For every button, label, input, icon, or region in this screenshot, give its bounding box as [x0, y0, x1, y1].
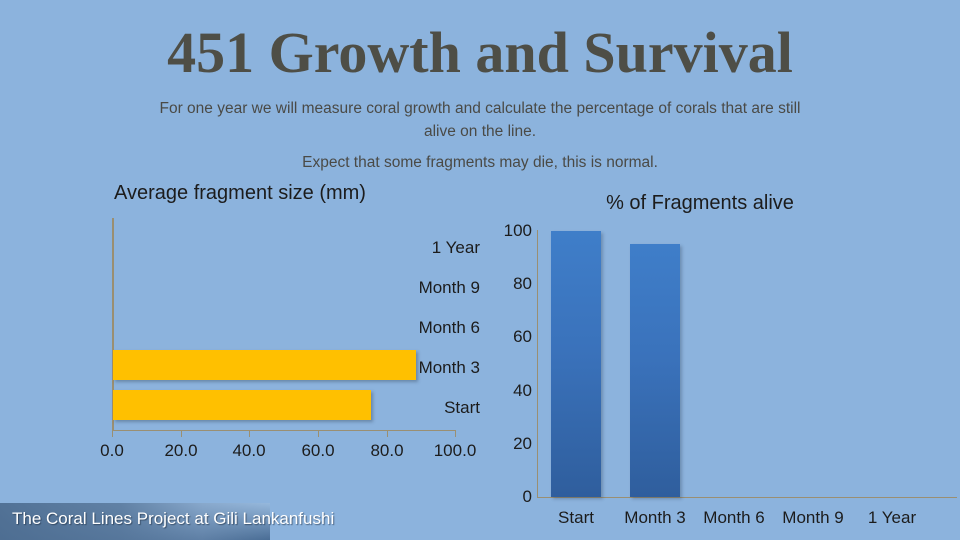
bar-start[interactable] — [113, 390, 371, 420]
subtitle-block: For one year we will measure coral growt… — [150, 97, 810, 174]
x-tick-60 — [318, 430, 319, 437]
footer-text: The Coral Lines Project at Gili Lankanfu… — [12, 509, 335, 528]
bar-start[interactable] — [551, 231, 601, 497]
x-tick-80 — [387, 430, 388, 437]
y-tick-label-100: 100 — [503, 221, 532, 240]
y-tick-label-60: 60 — [513, 327, 532, 346]
x-tick-label-60: 60.0 — [301, 441, 335, 460]
subtitle-line-1: For one year we will measure coral growt… — [159, 100, 801, 140]
category-label-1-year: 1 Year — [431, 238, 480, 257]
subtitle-line-2: Expect that some fragments may die, this… — [302, 154, 658, 171]
bar-month-3[interactable] — [630, 244, 680, 497]
x-tick-label-40: 40.0 — [232, 441, 266, 460]
x-category-month-9: Month 9 — [782, 508, 844, 527]
chart-average-fragment-size[interactable]: Average fragment size (mm) 1 Year Month … — [0, 178, 480, 468]
footer-band — [0, 503, 270, 540]
page-title: 451 Growth and Survival — [167, 20, 793, 85]
x-axis-line-left — [112, 430, 456, 431]
category-label-start: Start — [444, 398, 480, 417]
x-category-1-year: 1 Year — [867, 508, 917, 527]
y-tick-label-40: 40 — [513, 381, 532, 400]
x-tick-20 — [181, 430, 182, 437]
x-category-month-3: Month 3 — [624, 508, 686, 527]
x-axis-line-right — [537, 497, 957, 498]
x-category-start: Start — [558, 508, 594, 527]
x-tick-40 — [249, 430, 250, 437]
x-tick-label-0: 0.0 — [100, 441, 124, 460]
y-tick-label-0: 0 — [522, 487, 532, 506]
category-label-month-6: Month 6 — [418, 318, 480, 337]
category-label-month-9: Month 9 — [418, 278, 480, 297]
bar-month-3[interactable] — [113, 350, 416, 380]
chart-percent-fragments-alive[interactable]: % of Fragments alive 100 80 60 40 20 0 S… — [480, 178, 960, 540]
x-tick-label-20: 20.0 — [164, 441, 198, 460]
y-tick-label-80: 80 — [513, 274, 532, 293]
x-tick-100 — [455, 430, 456, 437]
x-tick-label-100: 100.0 — [433, 441, 477, 460]
x-tick-0 — [112, 430, 113, 437]
category-label-month-3: Month 3 — [418, 358, 480, 377]
y-axis-line-right — [537, 230, 538, 498]
y-axis-line-left — [112, 218, 114, 430]
y-tick-label-20: 20 — [513, 434, 532, 453]
x-category-month-6: Month 6 — [703, 508, 765, 527]
chart-title-left: Average fragment size (mm) — [114, 182, 366, 204]
chart-title-right: % of Fragments alive — [606, 192, 794, 214]
x-tick-label-80: 80.0 — [370, 441, 404, 460]
